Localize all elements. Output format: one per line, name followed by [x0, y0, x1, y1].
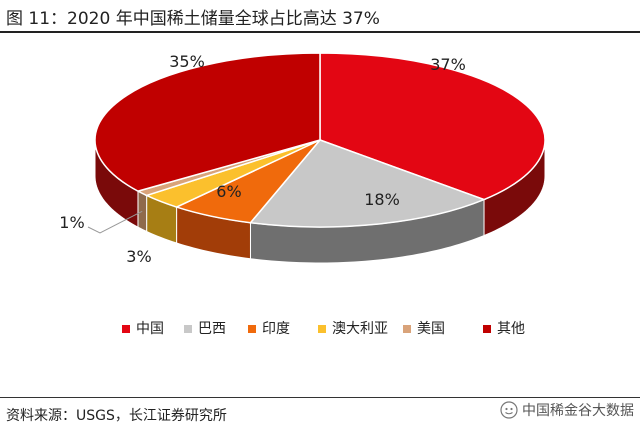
legend-label-2: 印度 [262, 321, 290, 337]
pie-slice-0 [319, 52, 546, 201]
data-label-2: 6% [216, 182, 241, 201]
legend-label-1: 巴西 [198, 321, 226, 337]
wechat-icon [500, 401, 518, 419]
watermark: 中国稀金谷大数据 [500, 400, 634, 420]
pie-chart: 37% 18% 6% 3% 1% 35% 中国 巴西 印度 澳大利亚 美国 其他 [59, 52, 546, 337]
data-label-3: 3% [126, 247, 151, 266]
leader-line [87, 210, 143, 234]
data-label-0: 37% [430, 55, 466, 74]
pie-slice-1 [249, 139, 487, 228]
data-label-4: 1% [59, 213, 84, 232]
legend-swatch-3 [318, 325, 326, 333]
watermark-text: 中国稀金谷大数据 [522, 403, 634, 419]
legend-swatch-5 [483, 325, 491, 333]
legend-swatch-2 [248, 325, 256, 333]
legend-label-5: 其他 [497, 321, 525, 337]
legend-swatch-4 [403, 325, 411, 333]
pie-side-4 [137, 190, 148, 233]
pie-slice-5 [94, 52, 321, 192]
source-note: 资料来源：USGS，长江证券研究所 [6, 408, 227, 424]
legend-swatch-0 [122, 325, 130, 333]
legend: 中国 巴西 印度 澳大利亚 美国 其他 [122, 321, 525, 337]
legend-label-0: 中国 [136, 321, 164, 337]
pie-labels: 37% 18% 6% 3% 1% 35% [59, 52, 465, 266]
data-label-1: 18% [364, 190, 400, 209]
legend-swatch-1 [184, 325, 192, 333]
legend-label-4: 美国 [417, 321, 445, 337]
source-rule [0, 397, 640, 398]
title-rule [0, 31, 640, 33]
pie-tops [94, 52, 546, 228]
chart-title: 图 11：2020 年中国稀土储量全球占比高达 37% [6, 9, 380, 29]
data-label-5: 35% [169, 52, 205, 71]
legend-label-3: 澳大利亚 [332, 321, 388, 337]
